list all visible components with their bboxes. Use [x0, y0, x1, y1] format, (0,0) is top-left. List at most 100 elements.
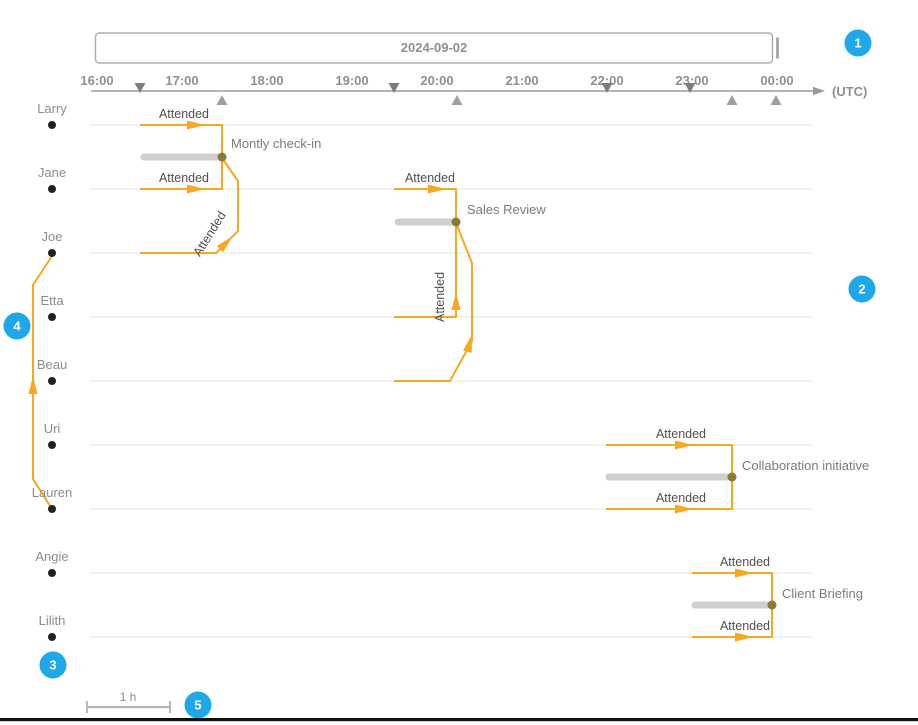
meeting-node[interactable] — [451, 217, 461, 227]
meeting-end-marker-icon — [726, 95, 738, 105]
callout-badge-circle — [848, 275, 876, 303]
date-range-selector-box[interactable] — [94, 32, 774, 64]
person-node[interactable] — [48, 377, 56, 385]
person-label: Larry — [37, 101, 67, 116]
attended-arrowhead-icon — [735, 568, 753, 578]
bottom-divider — [0, 718, 918, 722]
person-node[interactable] — [48, 633, 56, 641]
person-label: Etta — [40, 293, 64, 308]
callout-badge-5: 5 — [184, 691, 212, 719]
attended-edge[interactable] — [394, 222, 473, 382]
meeting-end-marker-icon — [770, 95, 782, 105]
person-node[interactable] — [48, 185, 56, 193]
axis-arrow-icon — [813, 86, 825, 96]
time-tick: 19:00 — [335, 73, 368, 88]
time-tick: 17:00 — [165, 73, 198, 88]
person-node[interactable] — [48, 505, 56, 513]
person-node[interactable] — [48, 441, 56, 449]
timezone-label: (UTC) — [832, 84, 867, 99]
attended-arrowhead-icon — [735, 632, 753, 642]
meeting-label: Collaboration initiative — [742, 458, 869, 473]
attended-edge[interactable] — [140, 157, 239, 254]
time-tick: 22:00 — [590, 73, 623, 88]
date-label: 2024-09-02 — [401, 40, 468, 55]
attended-arrowhead-icon — [463, 334, 473, 353]
callout-badge-1: 1 — [844, 29, 872, 57]
time-axis: 16:00 17:00 18:00 19:00 20:00 21:00 22:0… — [80, 73, 867, 105]
person-node[interactable] — [48, 121, 56, 129]
person-label: Jane — [38, 165, 66, 180]
meeting-start-marker-icon — [134, 83, 146, 93]
attended-label: Attended — [159, 107, 209, 121]
time-tick: 21:00 — [505, 73, 538, 88]
attended-label: Attended — [405, 171, 455, 185]
attended-edge[interactable] — [394, 222, 457, 318]
callout-badge-3: 3 — [39, 651, 67, 679]
callout-badge-circle — [39, 651, 67, 679]
attended-arrowhead-icon — [675, 504, 693, 514]
meeting-node[interactable] — [767, 600, 777, 610]
time-scale-label: 1 h — [120, 690, 137, 704]
callout-badge-circle — [184, 691, 212, 719]
callout-badge-circle — [3, 312, 31, 340]
person-node[interactable] — [48, 249, 56, 257]
person-label: Joe — [42, 229, 63, 244]
meeting-label: Montly check-in — [231, 136, 321, 151]
time-tick: 23:00 — [675, 73, 708, 88]
attended-label: Attended — [159, 171, 209, 185]
attended-arrowhead-icon — [216, 236, 233, 253]
link-arrowhead-icon — [28, 376, 38, 394]
meeting-node[interactable] — [217, 152, 227, 162]
time-tick: 00:00 — [760, 73, 793, 88]
attended-label: Attended — [720, 619, 770, 633]
attended-arrowhead-icon — [675, 440, 693, 450]
callout-badge-number: 1 — [854, 36, 861, 51]
time-tick: 16:00 — [80, 73, 113, 88]
meeting-end-marker-icon — [451, 95, 463, 105]
callout-badge-4: 4 — [3, 312, 31, 340]
meeting-label: Client Briefing — [782, 586, 863, 601]
time-tick: 20:00 — [420, 73, 453, 88]
attended-edge[interactable] — [140, 157, 223, 190]
time-tick: 18:00 — [250, 73, 283, 88]
meeting-end-marker-icon — [216, 95, 228, 105]
callout-badge-number: 4 — [13, 319, 21, 334]
person-label: Lilith — [39, 613, 66, 628]
person-node[interactable] — [48, 313, 56, 321]
callout-badge-number: 5 — [194, 698, 201, 713]
time-scale-indicator: 1 h — [86, 690, 171, 713]
person-node[interactable] — [48, 569, 56, 577]
meetings: Montly check-in Sales Review Collaborati… — [140, 136, 869, 610]
person-label: Uri — [44, 421, 61, 436]
person-label: Beau — [37, 357, 67, 372]
callout-badge-number: 3 — [49, 658, 56, 673]
callout-badge-2: 2 — [848, 275, 876, 303]
attended-edge[interactable] — [692, 605, 773, 638]
date-range-selector[interactable]: 2024-09-02 — [94, 32, 779, 64]
attended-arrowhead-icon — [187, 184, 205, 194]
person-label: Angie — [35, 549, 68, 564]
person-row-gridlines — [90, 124, 813, 638]
attended-label: Attended — [656, 427, 706, 441]
attended-arrowhead-icon — [451, 292, 461, 310]
attended-label: Attended — [433, 272, 447, 322]
callout-badge-circle — [844, 29, 872, 57]
meeting-label: Sales Review — [467, 202, 546, 217]
attended-edge[interactable] — [394, 188, 457, 222]
people-column: Larry Jane Joe Etta Beau Uri Lauren Angi… — [32, 101, 72, 641]
attended-edge[interactable] — [692, 572, 773, 605]
attended-label: Attended — [656, 491, 706, 505]
attended-edge[interactable] — [140, 124, 223, 157]
attended-edges: Attended Attended Attended Attended Atte… — [140, 107, 773, 642]
attended-label: Attended — [720, 555, 770, 569]
person-link-edge[interactable] — [28, 255, 53, 510]
attended-edge[interactable] — [606, 444, 733, 477]
attended-arrowhead-icon — [428, 184, 446, 194]
meeting-start-marker-icon — [684, 83, 696, 93]
meeting-start-marker-icon — [388, 83, 400, 93]
meeting-node[interactable] — [727, 472, 737, 482]
attended-edge[interactable] — [606, 477, 733, 510]
person-label: Lauren — [32, 485, 72, 500]
meeting-start-marker-icon — [601, 83, 613, 93]
